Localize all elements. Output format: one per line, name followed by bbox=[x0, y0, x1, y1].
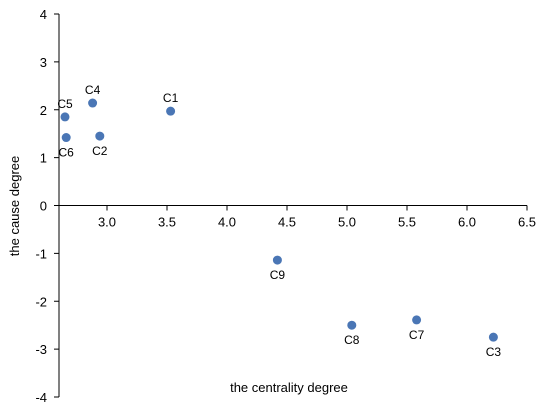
y-tick-label: 2 bbox=[40, 103, 47, 118]
point-label-c5: C5 bbox=[57, 97, 73, 111]
data-point-c9 bbox=[272, 255, 282, 265]
x-tick-label: 6.0 bbox=[458, 215, 476, 230]
x-tick-label: 5.0 bbox=[338, 215, 356, 230]
ticks: 4 3 2 1 0 -1 -2 -3 -4 3.0 3.5 4.0 4.5 5.0 5.5 6.0 6.5 bbox=[35, 7, 536, 405]
point-label-c9: C9 bbox=[270, 268, 286, 282]
x-tick-label: 4.5 bbox=[278, 215, 296, 230]
point-label-c4: C4 bbox=[85, 83, 101, 97]
y-tick-label: 4 bbox=[40, 7, 47, 22]
y-tick-label: 1 bbox=[40, 151, 47, 166]
x-tick-label: 3.5 bbox=[158, 215, 176, 230]
data-points bbox=[60, 98, 498, 342]
point-label-c7: C7 bbox=[409, 328, 425, 342]
x-axis-title: the centrality degree bbox=[230, 380, 348, 395]
x-tick-label: 5.5 bbox=[398, 215, 416, 230]
point-label-c2: C2 bbox=[92, 144, 108, 158]
y-tick-label: 0 bbox=[40, 199, 47, 214]
data-point-c2 bbox=[95, 131, 105, 141]
y-axis-title: the cause degree bbox=[7, 156, 22, 256]
data-point-c5 bbox=[60, 112, 70, 122]
point-label-c6: C6 bbox=[59, 146, 75, 160]
y-tick-label: 3 bbox=[40, 55, 47, 70]
data-point-c3 bbox=[488, 332, 498, 342]
point-label-c3: C3 bbox=[486, 345, 502, 359]
point-label-c8: C8 bbox=[344, 333, 360, 347]
y-tick-label: -2 bbox=[35, 294, 47, 309]
data-point-c4 bbox=[88, 98, 98, 108]
y-tick-label: -3 bbox=[35, 342, 47, 357]
data-point-c8 bbox=[347, 320, 357, 330]
data-point-c6 bbox=[61, 133, 71, 143]
x-tick-label: 3.0 bbox=[98, 215, 116, 230]
data-point-c1 bbox=[166, 106, 176, 116]
axes bbox=[58, 14, 527, 397]
x-tick-label: 6.5 bbox=[518, 215, 536, 230]
y-tick-label: -1 bbox=[35, 246, 47, 261]
data-point-c7 bbox=[412, 315, 422, 325]
point-label-c1: C1 bbox=[163, 91, 179, 105]
x-tick-label: 4.0 bbox=[218, 215, 236, 230]
point-labels: C1 C2 C3 C4 C5 C6 C7 C8 C9 bbox=[57, 83, 501, 359]
y-tick-label: -4 bbox=[35, 390, 47, 405]
